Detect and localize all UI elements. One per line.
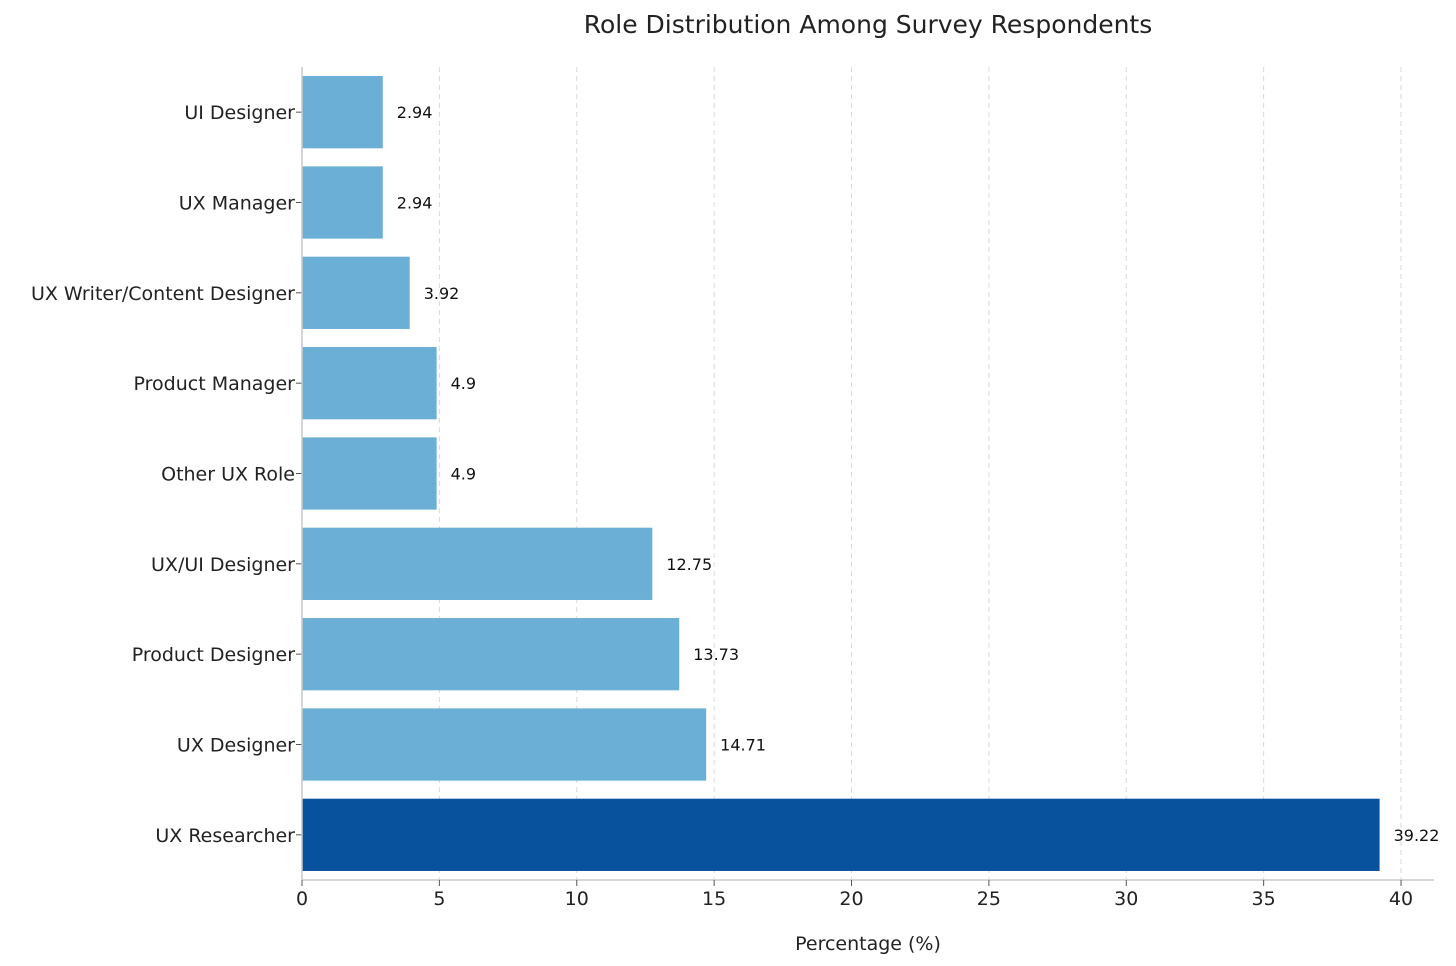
bar [302, 347, 437, 420]
x-tick-label: 25 [977, 888, 1001, 910]
bar-value-label: 2.94 [397, 194, 433, 213]
bar-value-label: 14.71 [720, 736, 766, 755]
bar [302, 708, 707, 781]
labels-layer: 39.22 UX Researcher 14.71 UX Designer 13.73 P… [31, 102, 1439, 910]
bar-value-label: 4.9 [451, 465, 476, 484]
y-tick-label: UX/UI Designer [151, 554, 295, 576]
bar [302, 618, 680, 691]
x-tick-label: 20 [839, 888, 863, 910]
x-tick-label: 35 [1252, 888, 1276, 910]
bar-value-label: 12.75 [666, 555, 712, 574]
bar [302, 798, 1380, 871]
bar [302, 256, 410, 329]
x-tick-label: 15 [702, 888, 726, 910]
x-tick-label: 30 [1114, 888, 1138, 910]
bar-value-label: 39.22 [1394, 826, 1440, 845]
y-tick-label: UI Designer [184, 102, 295, 124]
y-tick-label: UX Manager [179, 193, 295, 215]
x-tick-label: 10 [565, 888, 589, 910]
x-tick-label: 5 [433, 888, 445, 910]
bar [302, 166, 383, 239]
chart-title: Role Distribution Among Survey Responden… [584, 10, 1153, 39]
x-tick-label: 0 [296, 888, 308, 910]
bar [302, 527, 653, 600]
x-axis-label: Percentage (%) [795, 933, 941, 955]
y-tick-label: UX Writer/Content Designer [31, 283, 295, 305]
bar-value-label: 3.92 [424, 284, 460, 303]
y-tick-label: Product Manager [134, 373, 296, 395]
bar-value-label: 2.94 [397, 103, 433, 122]
y-tick-label: Product Designer [132, 644, 295, 666]
bar [302, 437, 437, 510]
bar-value-label: 4.9 [451, 374, 476, 393]
y-tick-label: Other UX Role [161, 464, 295, 486]
bar [302, 76, 383, 149]
x-tick-label: 40 [1389, 888, 1413, 910]
grid-layer [438, 67, 1402, 880]
bar-value-label: 13.73 [693, 645, 739, 664]
axes-layer [296, 67, 1434, 886]
bars-layer [302, 76, 1380, 871]
y-tick-label: UX Researcher [155, 825, 295, 847]
y-tick-label: UX Designer [177, 735, 295, 757]
